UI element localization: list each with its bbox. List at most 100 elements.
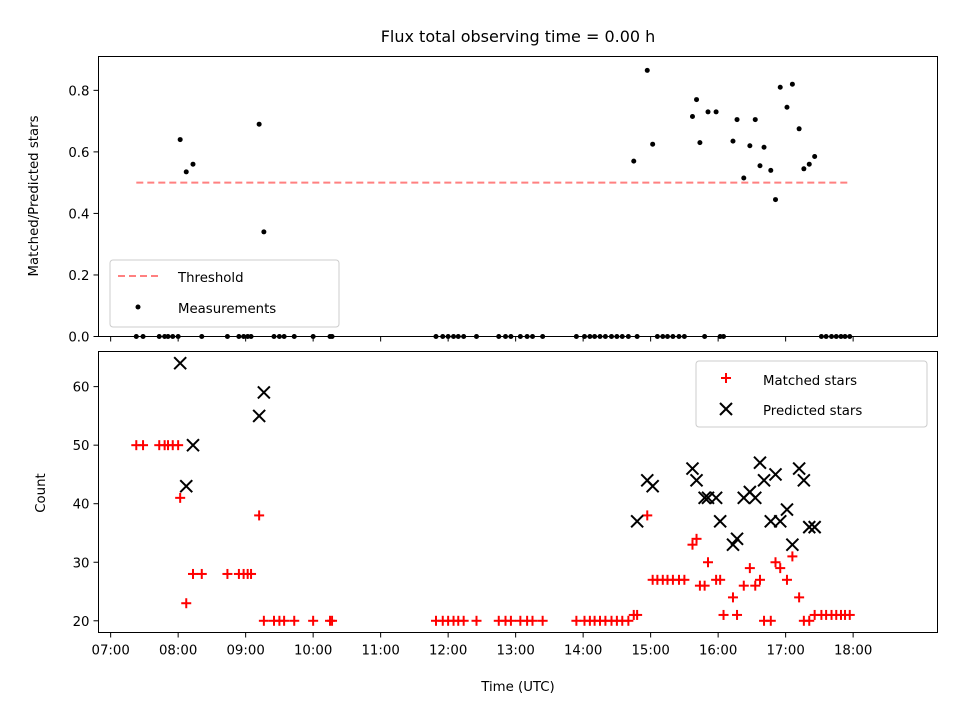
predicted-star-point: [709, 491, 723, 505]
measurement-point: [697, 140, 703, 146]
measurement-point: [773, 197, 779, 203]
matched-star-point: [138, 440, 149, 451]
matched-star-point: [765, 615, 776, 626]
measurement-point: [777, 84, 783, 90]
x-tick-label: 07:00: [91, 644, 129, 659]
measurement-point: [747, 143, 753, 149]
x-tick-label: 10:00: [294, 644, 332, 659]
x-tick-label: 14:00: [564, 644, 602, 659]
x-tick-label: 09:00: [226, 644, 264, 659]
matched-star-point: [691, 533, 702, 544]
measurement-point: [261, 229, 267, 235]
top-y-tick-label: 0.6: [68, 146, 89, 161]
predicted-star-point: [807, 520, 822, 534]
matched-star-point: [527, 615, 538, 626]
measurement-point: [784, 104, 790, 110]
measurement-point: [644, 67, 650, 73]
measurement-point: [801, 166, 807, 172]
predicted-star-point: [713, 514, 727, 528]
top-x-ticks: [110, 336, 854, 342]
measurement-point: [183, 169, 189, 175]
measurement-point: [789, 81, 795, 87]
measurement-point: [734, 117, 740, 123]
matched-star-point: [187, 568, 198, 579]
matched-star-point: [254, 510, 265, 521]
matched-star-point: [196, 568, 207, 579]
matched-star-point: [222, 568, 233, 579]
predicted-legend-swatch: [719, 402, 733, 416]
matched-star-point: [727, 592, 738, 603]
predicted-star-point: [730, 532, 744, 546]
predicted-star-point: [685, 461, 700, 476]
bottom-x-ticks: 07:00 08:00 09:00 10:00 11:00 12:00 13:00 14:00…: [91, 632, 872, 659]
matched-star-point: [471, 615, 482, 626]
top-legend: Threshold Measurements: [109, 259, 340, 328]
matched-star-point: [679, 574, 690, 585]
predicted-star-point: [764, 514, 778, 528]
predicted-star-point: [780, 502, 794, 517]
bottom-y-tick-label: 20: [73, 615, 90, 630]
matched-star-point: [175, 492, 186, 503]
predicted-star-point: [748, 491, 762, 505]
x-tick-label: 13:00: [496, 644, 534, 659]
top-y-axis-label: Matched/Predicted stars: [27, 115, 42, 276]
predicted-star-point: [785, 537, 800, 552]
x-tick-label: 18:00: [834, 644, 872, 659]
x-axis-label: Time (UTC): [480, 680, 555, 695]
measurement-point: [650, 141, 656, 147]
matched-star-point: [770, 557, 781, 568]
top-y-tick-label: 0.2: [68, 269, 89, 284]
matched-star-point: [744, 563, 755, 574]
bottom-y-tick-label: 40: [73, 498, 90, 513]
measurements-legend-swatch: [135, 304, 141, 310]
matched-star-point: [804, 615, 815, 626]
measurement-point: [812, 154, 818, 159]
measurement-point: [705, 109, 711, 115]
measurement-point: [694, 97, 700, 103]
matched-star-point: [738, 580, 749, 591]
predicted-star-point: [630, 514, 644, 528]
predicted-star-point: [689, 473, 704, 487]
x-tick-label: 12:00: [429, 644, 467, 659]
matched-star-point: [781, 574, 792, 585]
predicted-star-point: [753, 456, 767, 470]
predicted-star-point: [726, 537, 740, 552]
predicted-star-point: [773, 514, 787, 528]
bottom-y-tick-label: 50: [73, 439, 90, 454]
matched-star-point: [623, 615, 634, 626]
predicted-star-point: [757, 473, 771, 487]
bottom-panel: 20 30 40 50 60 07:00 08:00 09:00 10:00 11:00 12:0…: [34, 351, 938, 695]
matched-star-point: [173, 440, 184, 451]
matched-star-point: [308, 615, 319, 626]
measurement-point: [768, 167, 774, 173]
predicted-star-point: [257, 385, 271, 400]
bottom-legend: Matched stars Predicted stars: [695, 360, 928, 428]
measurement-point: [741, 175, 747, 181]
measurement-point: [631, 158, 637, 164]
predicted-star-point: [186, 438, 200, 452]
matched-star-point: [844, 609, 855, 620]
bottom-marks: [131, 356, 855, 626]
bottom-legend-box: [695, 360, 928, 428]
matched-star-point: [732, 609, 743, 620]
matched-star-point: [458, 615, 469, 626]
x-tick-label: 16:00: [699, 644, 737, 659]
measurement-point: [796, 126, 802, 132]
matched-star-point: [750, 580, 761, 591]
x-tick-label: 17:00: [766, 644, 804, 659]
matched-legend-label: Matched stars: [763, 374, 857, 389]
matched-legend-swatch: [721, 373, 731, 383]
bottom-frame: [98, 351, 938, 633]
matched-star-point: [289, 615, 300, 626]
x-tick-label: 08:00: [159, 644, 197, 659]
top-y-ticks: 0.0 0.2 0.4 0.6 0.8: [68, 84, 99, 346]
matched-star-point: [775, 563, 786, 574]
matched-star-point: [787, 551, 798, 562]
predicted-star-point: [179, 479, 193, 493]
matched-star-point: [715, 574, 726, 585]
matched-star-point: [794, 592, 805, 603]
predicted-star-point: [173, 356, 187, 370]
top-frame: [98, 56, 938, 337]
chart-title: Flux total observing time = 0.00 h: [381, 27, 656, 46]
